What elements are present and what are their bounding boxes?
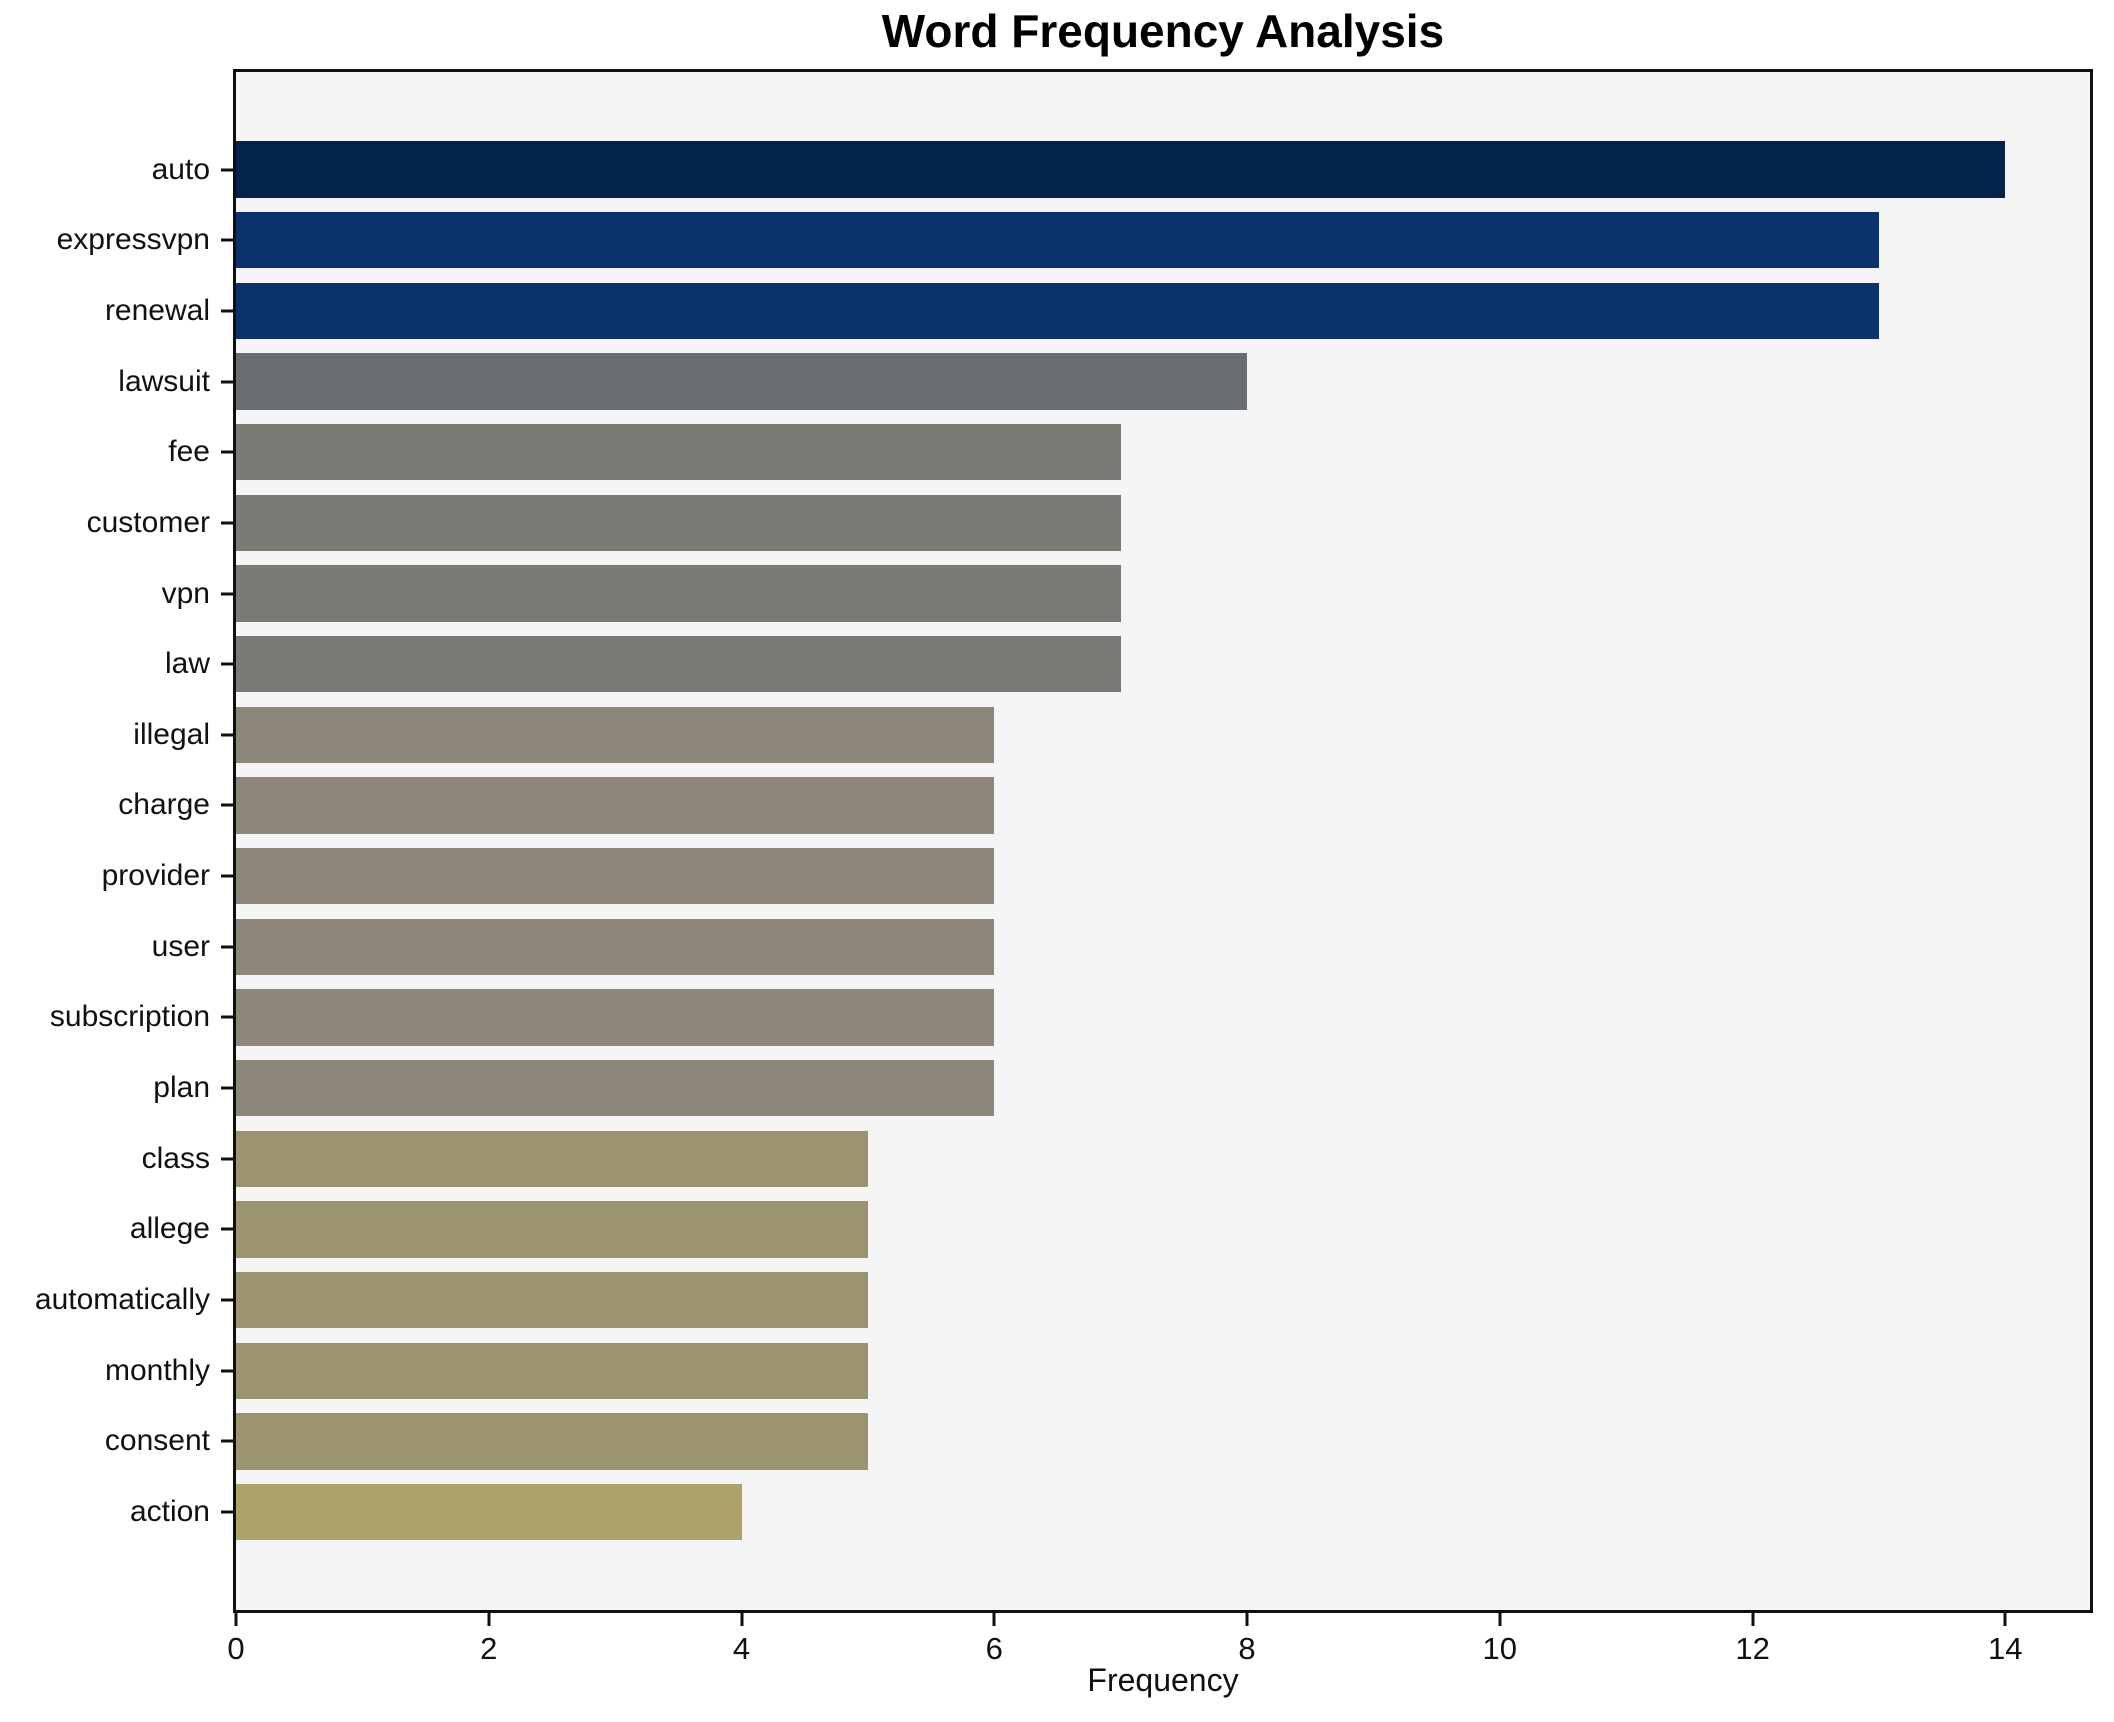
bar-class xyxy=(236,1130,868,1187)
bar-lawsuit xyxy=(236,353,1248,410)
category-label-expressvpn: expressvpn xyxy=(56,223,210,257)
category-label-allege: allege xyxy=(129,1212,210,1246)
x-tick-mark xyxy=(740,1613,743,1626)
x-tick-mark xyxy=(234,1613,238,1626)
y-tick-mark xyxy=(221,1086,233,1090)
y-tick-mark xyxy=(221,592,233,595)
bar-customer xyxy=(236,494,1121,551)
y-tick-mark xyxy=(221,1157,233,1161)
bar-law xyxy=(236,635,1121,693)
bar-subscription xyxy=(236,989,995,1046)
category-label-illegal: illegal xyxy=(133,717,210,751)
category-label-plan: plan xyxy=(153,1071,210,1105)
x-axis-label: Frequency xyxy=(1087,1662,1239,1698)
y-tick-mark xyxy=(221,733,233,737)
x-tick-label-14: 14 xyxy=(1988,1631,2023,1666)
category-label-monthly: monthly xyxy=(104,1353,210,1387)
bar-fee xyxy=(236,423,1121,481)
y-tick-mark xyxy=(221,803,233,807)
category-label-provider: provider xyxy=(101,859,210,893)
y-tick-mark xyxy=(221,1439,233,1443)
y-tick-mark xyxy=(221,168,233,171)
category-label-fee: fee xyxy=(168,435,210,469)
bar-allege xyxy=(236,1201,868,1258)
category-label-user: user xyxy=(151,929,210,963)
bar-monthly xyxy=(236,1342,868,1399)
x-tick-label-12: 12 xyxy=(1735,1631,1770,1666)
bar-consent xyxy=(236,1413,868,1470)
chart-title: Word Frequency Analysis xyxy=(881,5,1445,57)
y-tick-mark xyxy=(221,380,233,383)
category-label-action: action xyxy=(129,1495,210,1528)
category-label-auto: auto xyxy=(151,152,210,186)
y-tick-mark xyxy=(221,1227,233,1231)
x-tick-mark xyxy=(1751,1613,1755,1626)
category-label-law: law xyxy=(164,647,210,681)
category-label-vpn: vpn xyxy=(161,576,210,610)
category-label-automatically: automatically xyxy=(34,1283,210,1317)
x-tick-label-2: 2 xyxy=(480,1631,498,1666)
bar-expressvpn xyxy=(236,211,1879,269)
category-label-subscription: subscription xyxy=(49,1000,210,1034)
bar-user xyxy=(236,918,995,975)
bar-action xyxy=(236,1483,742,1541)
y-tick-mark xyxy=(221,874,233,878)
category-label-consent: consent xyxy=(104,1424,210,1458)
bar-renewal xyxy=(236,282,1879,340)
x-tick-label-10: 10 xyxy=(1482,1631,1518,1666)
bar-plan xyxy=(236,1059,995,1117)
x-tick-label-8: 8 xyxy=(1238,1631,1256,1666)
bar-provider xyxy=(236,847,995,905)
category-label-charge: charge xyxy=(118,788,210,822)
bar-illegal xyxy=(236,706,995,763)
category-label-lawsuit: lawsuit xyxy=(118,364,210,398)
y-tick-mark xyxy=(221,238,233,242)
bar-charge xyxy=(236,777,995,834)
x-tick-mark xyxy=(2003,1613,2007,1626)
bar-vpn xyxy=(236,565,1121,622)
x-tick-label-0: 0 xyxy=(227,1631,245,1666)
category-label-renewal: renewal xyxy=(104,293,210,327)
bar-auto xyxy=(236,141,2006,198)
category-label-class: class xyxy=(141,1141,210,1175)
y-tick-mark xyxy=(221,450,233,454)
category-label-customer: customer xyxy=(86,505,210,539)
y-tick-mark xyxy=(221,309,233,313)
y-tick-mark xyxy=(221,1015,233,1019)
x-tick-label-6: 6 xyxy=(985,1631,1003,1666)
x-tick-mark xyxy=(487,1613,491,1626)
y-tick-mark xyxy=(221,662,233,666)
x-tick-mark xyxy=(1245,1613,1249,1626)
x-tick-mark xyxy=(992,1613,996,1626)
y-tick-mark xyxy=(221,1298,233,1302)
y-tick-mark xyxy=(221,1369,233,1373)
y-tick-mark xyxy=(221,521,233,525)
plot-area xyxy=(233,69,2093,1613)
x-tick-label-4: 4 xyxy=(732,1631,751,1666)
y-tick-mark xyxy=(221,945,233,949)
y-tick-mark xyxy=(221,1510,233,1514)
x-tick-mark xyxy=(1498,1613,1502,1626)
bar-automatically xyxy=(236,1271,868,1329)
